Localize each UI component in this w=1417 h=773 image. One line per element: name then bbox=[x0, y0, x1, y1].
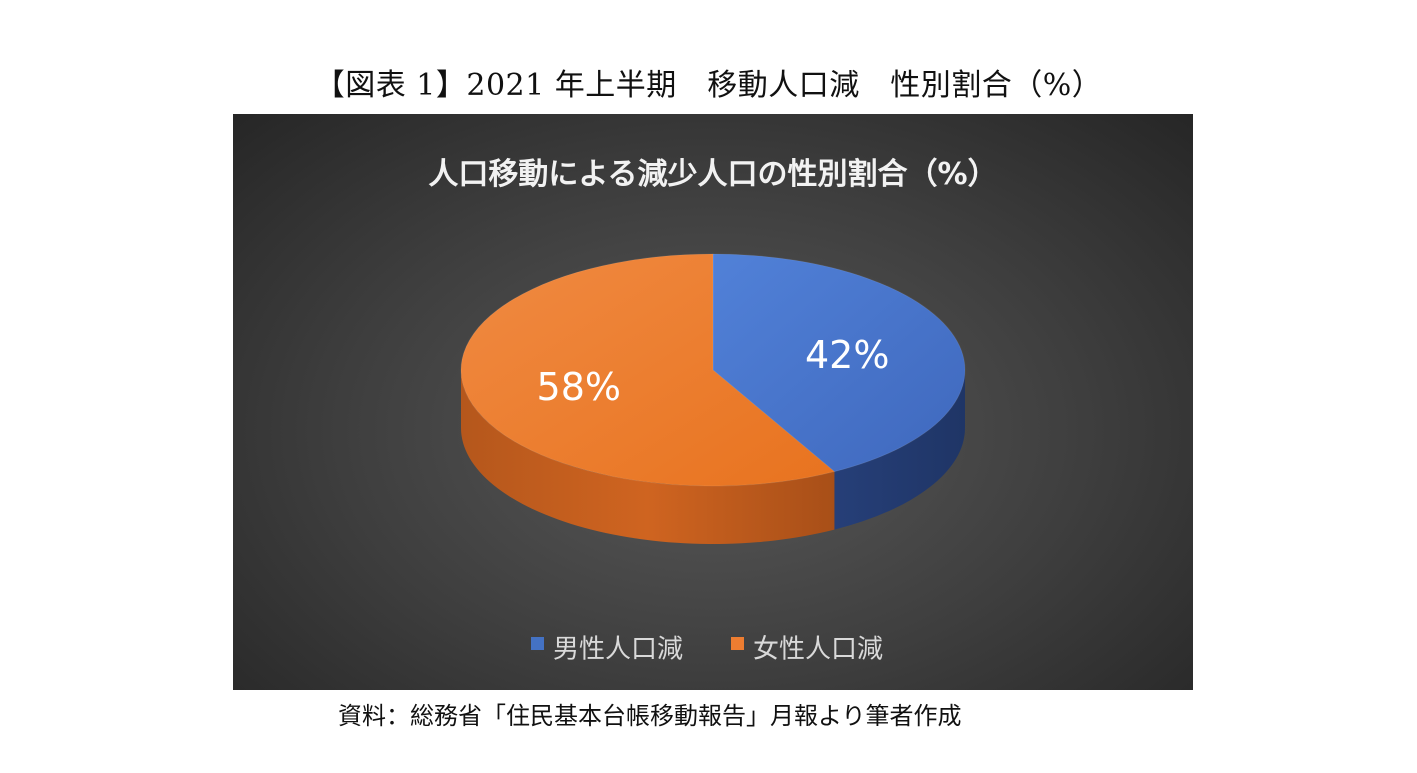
chart-legend: 男性人口減 女性人口減 bbox=[531, 635, 883, 665]
legend-swatch-male bbox=[531, 637, 544, 650]
data-label-male: 42% bbox=[805, 333, 889, 377]
figure-title: 【図表 1】2021 年上半期 移動人口減 性別割合（%） bbox=[314, 68, 1103, 103]
chart-title: 人口移動による減少人口の性別割合（%） bbox=[428, 157, 997, 192]
legend-swatch-female bbox=[731, 637, 744, 650]
legend-label-female: 女性人口減 bbox=[753, 635, 883, 665]
source-note: 資料：総務省「住民基本台帳移動報告」月報より筆者作成 bbox=[338, 702, 962, 730]
data-labels: 42% 58% bbox=[537, 333, 890, 409]
pie-side-female bbox=[461, 370, 835, 544]
pie-chart: 人口移動による減少人口の性別割合（%） 42% 58% 男性人口減 女性人口減 bbox=[428, 157, 997, 665]
data-label-female: 58% bbox=[537, 365, 621, 409]
chart-area: 人口移動による減少人口の性別割合（%） 42% 58% 男性人口減 女性人口減 bbox=[233, 114, 1193, 690]
pie-slice-male bbox=[712, 253, 966, 473]
legend-label-male: 男性人口減 bbox=[553, 635, 683, 665]
pie-slice-female bbox=[460, 253, 836, 487]
pie-side-male bbox=[834, 370, 965, 530]
pie-slices bbox=[460, 253, 966, 544]
